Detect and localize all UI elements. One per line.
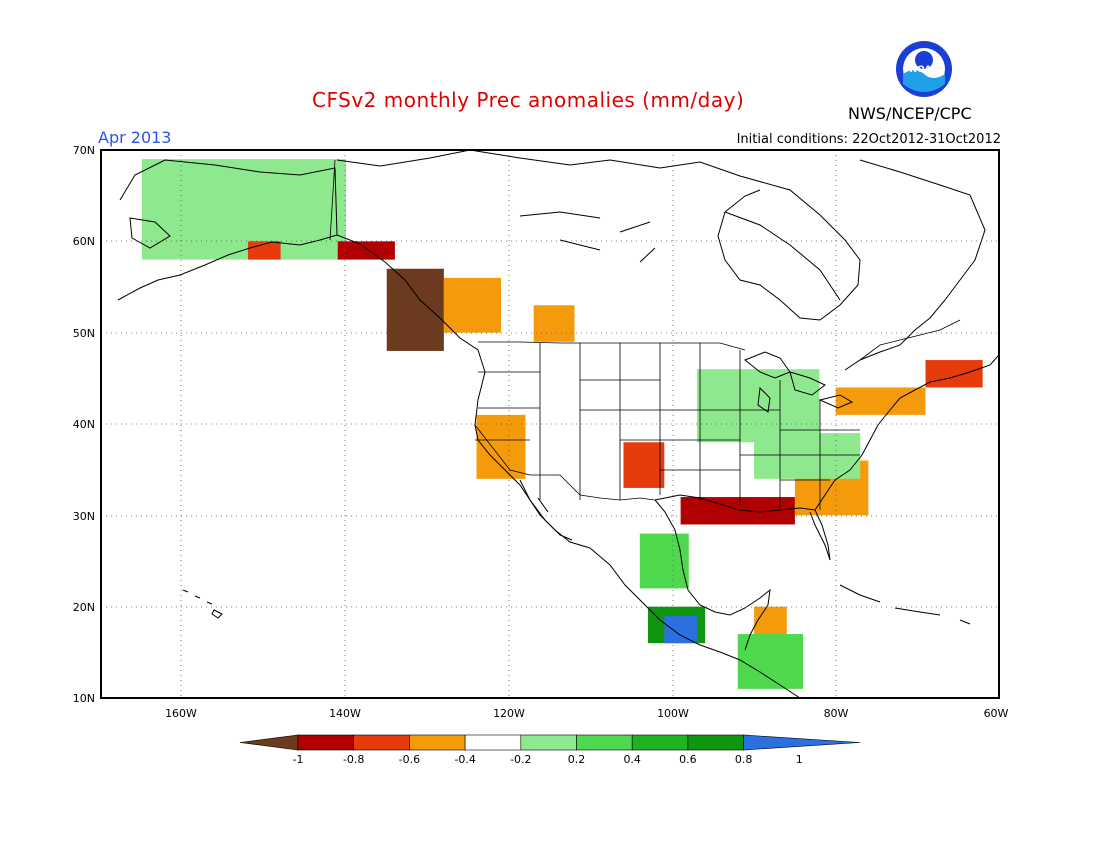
lat-label: 40N <box>73 418 95 431</box>
anomaly-region <box>337 241 395 260</box>
lat-label: 30N <box>73 510 95 523</box>
colorbar-max-arrow <box>743 734 861 751</box>
initial-conditions: Initial conditions: 22Oct2012-31Oct2012 <box>736 132 1001 147</box>
map-title: CFSv2 monthly Prec anomalies (mm/day) <box>312 88 745 112</box>
colorbar-label: -0.6 <box>399 753 420 766</box>
colorbar-label: -0.4 <box>454 753 475 766</box>
colorbar-swatch <box>353 734 410 751</box>
lon-label: 80W <box>824 707 849 720</box>
anomaly-region <box>737 634 804 689</box>
anomaly-region <box>141 159 346 260</box>
lon-label: 60W <box>984 707 1009 720</box>
lon-label: 140W <box>329 707 361 720</box>
political-borders <box>329 159 961 510</box>
colorbar-swatch <box>464 734 522 751</box>
latitude-labels: 70N 60N 50N 40N 30N 20N 10N <box>73 144 95 705</box>
anomaly-region <box>754 433 861 479</box>
anomaly-region <box>386 268 444 351</box>
anomaly-field <box>141 159 983 689</box>
colorbar-label: -1 <box>293 753 304 766</box>
lat-label: 70N <box>73 144 95 157</box>
anomaly-region <box>623 442 665 488</box>
colorbar-label: 0.4 <box>623 753 641 766</box>
lat-label: 60N <box>73 235 95 248</box>
colorbar-swatch <box>520 734 577 751</box>
map-frame <box>100 149 1000 699</box>
anomaly-region <box>443 277 502 333</box>
svg-text:NOAA: NOAA <box>910 65 939 75</box>
noaa-logo-icon: NOAA <box>896 41 952 97</box>
colorbar-swatch <box>409 734 466 751</box>
lon-label: 160W <box>165 707 197 720</box>
anomaly-region <box>476 414 526 479</box>
colorbar-swatch <box>576 734 633 751</box>
anomaly-region <box>680 497 795 525</box>
longitude-labels: 160W 140W 120W 100W 80W 60W <box>165 707 1008 720</box>
agency-label: NWS/NCEP/CPC <box>848 104 972 123</box>
anomaly-region <box>639 533 689 589</box>
colorbar-swatch <box>687 734 744 751</box>
anomaly-region <box>696 369 820 443</box>
anomaly-region <box>533 305 575 342</box>
colorbar-min-arrow <box>239 734 299 751</box>
lon-label: 100W <box>657 707 689 720</box>
colorbar-label: 0.2 <box>568 753 586 766</box>
colorbar-label: 0.6 <box>679 753 697 766</box>
colorbar: -1 -0.8 -0.6 -0.4 -0.2 0.2 0.4 0.6 0.8 1 <box>239 734 861 766</box>
lon-label: 120W <box>493 707 525 720</box>
coastlines <box>117 150 999 698</box>
anomaly-region <box>664 615 697 644</box>
colorbar-label: 0.8 <box>735 753 753 766</box>
anomaly-region <box>925 360 983 388</box>
lat-label: 10N <box>73 692 95 705</box>
colorbar-swatch <box>297 734 355 751</box>
forecast-month: Apr 2013 <box>98 128 172 147</box>
colorbar-label: 1 <box>796 753 803 766</box>
lat-label: 50N <box>73 327 95 340</box>
colorbar-swatch <box>631 734 689 751</box>
colorbar-label: -0.8 <box>343 753 364 766</box>
colorbar-label: -0.2 <box>510 753 531 766</box>
lat-label: 20N <box>73 601 95 614</box>
